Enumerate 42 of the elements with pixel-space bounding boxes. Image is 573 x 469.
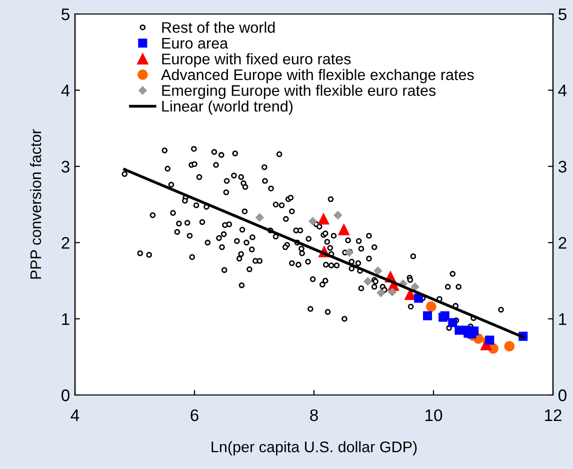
point	[426, 301, 436, 312]
y-tick-label: 5	[62, 8, 70, 20]
point	[338, 224, 350, 236]
point	[423, 311, 432, 320]
y-axis-title: PPP conversion factor	[30, 129, 42, 279]
y-tick-label: 1	[62, 313, 70, 325]
point	[404, 288, 416, 300]
x-tick-label: 12	[545, 409, 562, 421]
x-tick-label: 10	[426, 409, 442, 422]
legend-label: Rest of the world	[162, 22, 275, 33]
legend-label: Euro area	[162, 38, 228, 49]
point	[364, 277, 372, 286]
legend-label: Linear (world trend)	[162, 100, 293, 115]
point	[454, 326, 464, 335]
y-tick-label: 4	[61, 84, 70, 96]
point	[388, 288, 396, 296]
y2-tick-label: 4	[558, 84, 567, 96]
point	[376, 288, 386, 298]
y2-tick-label: 0	[558, 389, 566, 402]
point	[308, 217, 317, 226]
y2-tick-label: 2	[558, 237, 566, 249]
point	[448, 318, 458, 328]
legend-label: Europe with fixed euro rates	[162, 53, 351, 68]
y2-tick-label: 1	[559, 313, 566, 325]
point	[334, 211, 342, 220]
x-axis-title: Ln(per capita U.S. dollar GDP)	[212, 441, 417, 456]
y-tick-label: 2	[62, 237, 70, 249]
x-tick-label: 6	[190, 409, 198, 422]
point	[410, 282, 420, 291]
point	[485, 336, 494, 345]
point	[255, 213, 264, 222]
y-tick-label: 3	[62, 160, 70, 173]
point	[374, 266, 382, 275]
x-tick-label: 4	[70, 410, 80, 421]
point	[504, 341, 515, 352]
x-tick-label: 8	[310, 409, 318, 422]
y-tick-label: 0	[62, 389, 70, 402]
legend-label: Emerging Europe with flexible euro rates	[162, 84, 436, 99]
point	[318, 213, 330, 225]
y2-tick-label: 3	[558, 160, 566, 173]
y2-tick-label: 5	[558, 8, 566, 20]
legend-label: Advanced Europe with flexible exchange rates	[161, 68, 474, 84]
